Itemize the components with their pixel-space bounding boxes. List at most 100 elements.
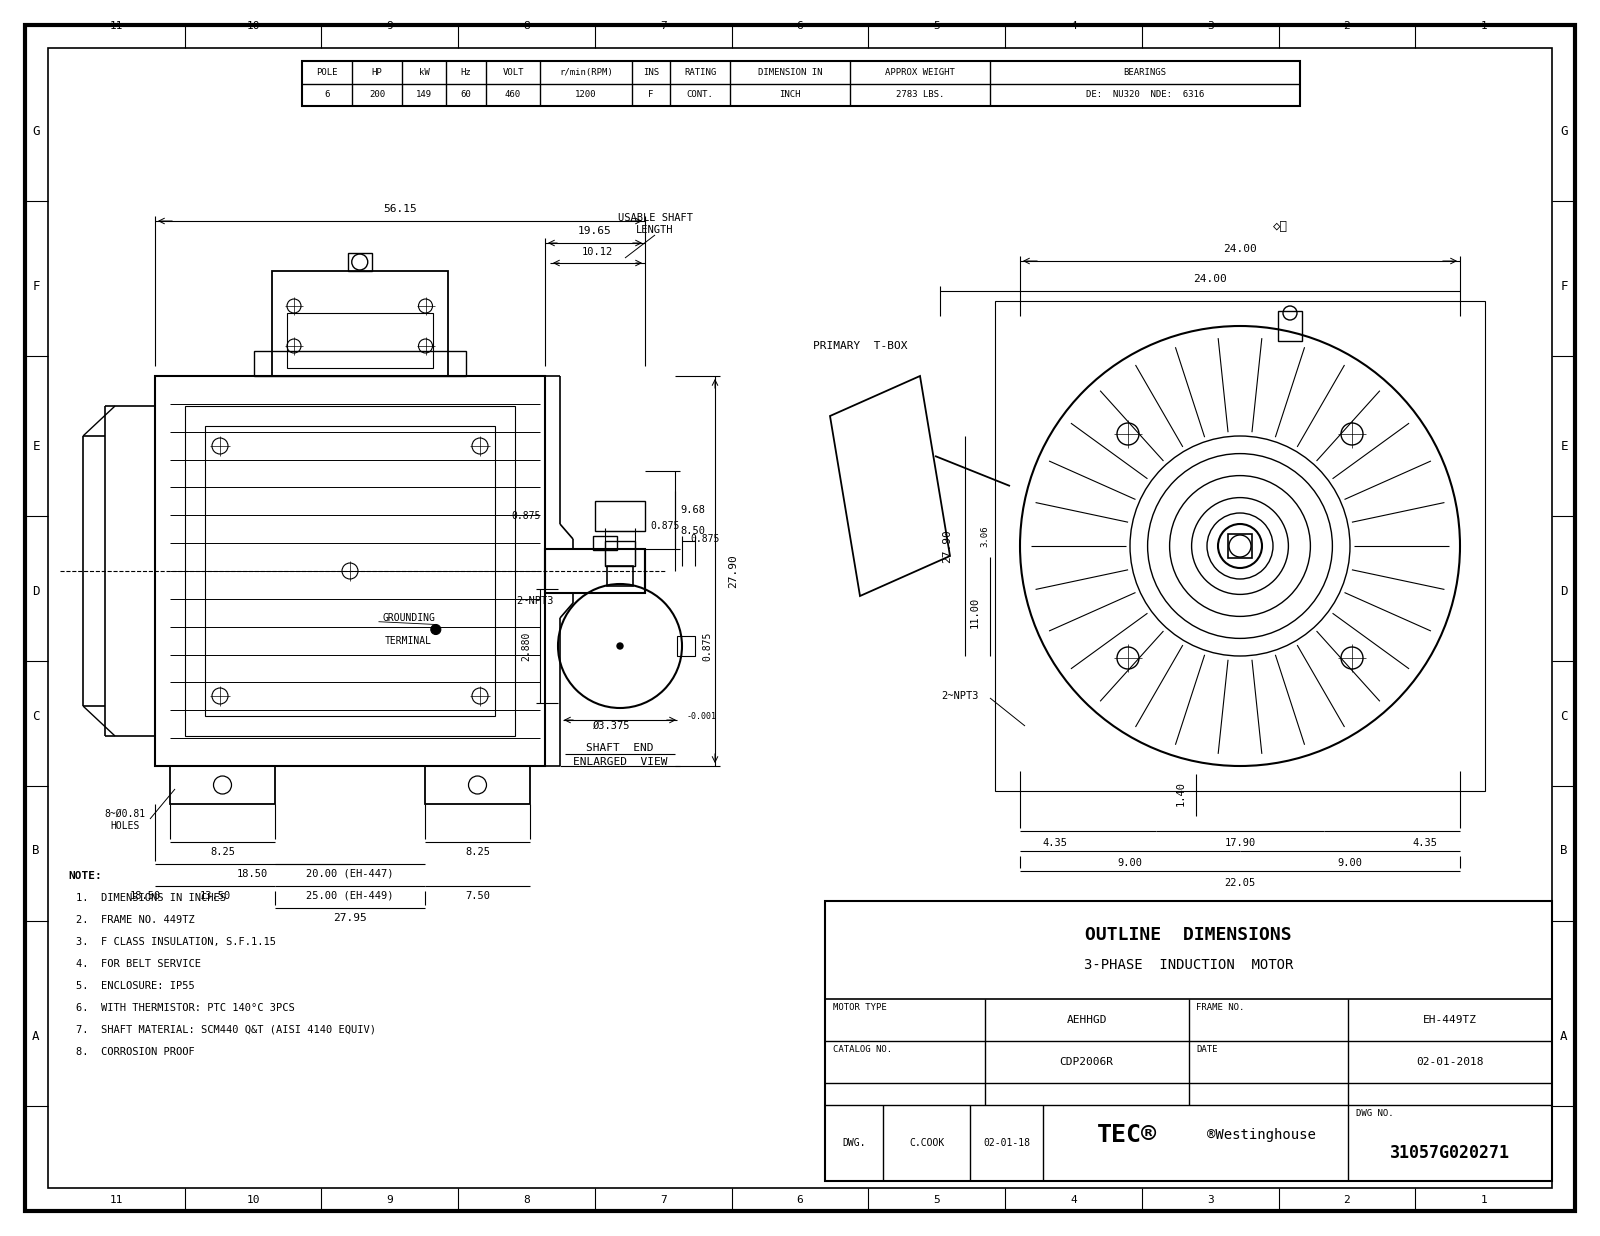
Text: r/min(RPM): r/min(RPM) — [558, 68, 613, 77]
Text: 6.  WITH THERMISTOR: PTC 140°C 3PCS: 6. WITH THERMISTOR: PTC 140°C 3PCS — [77, 1002, 294, 1014]
Text: 9.00: 9.00 — [1338, 858, 1363, 868]
Text: ENLARGED  VIEW: ENLARGED VIEW — [573, 756, 667, 768]
Text: AEHHGD: AEHHGD — [1067, 1015, 1107, 1025]
Text: 60: 60 — [461, 90, 472, 99]
Text: 0.875: 0.875 — [702, 632, 712, 661]
Bar — [347, 253, 371, 271]
Text: 9: 9 — [387, 1195, 394, 1205]
Text: A: A — [1560, 1030, 1568, 1042]
Text: 27.90: 27.90 — [942, 529, 952, 562]
Text: 6: 6 — [797, 1195, 803, 1205]
Circle shape — [430, 624, 442, 634]
Bar — [186, 405, 515, 735]
Text: kW: kW — [419, 68, 429, 77]
Text: RATING: RATING — [683, 68, 717, 77]
Bar — [426, 766, 530, 803]
Text: 2.880: 2.880 — [522, 632, 531, 661]
Bar — [1229, 534, 1251, 557]
Text: 4.  FOR BELT SERVICE: 4. FOR BELT SERVICE — [77, 959, 202, 969]
Text: E: E — [32, 440, 40, 452]
Text: 27.95: 27.95 — [333, 913, 366, 923]
Text: E: E — [1560, 440, 1568, 452]
Text: 5: 5 — [933, 21, 941, 31]
Text: Ø3.375: Ø3.375 — [594, 721, 630, 730]
Bar — [272, 271, 448, 376]
Text: G: G — [1560, 125, 1568, 137]
Text: POLE: POLE — [317, 68, 338, 77]
Bar — [205, 426, 494, 716]
Text: 7: 7 — [659, 1195, 667, 1205]
Text: G: G — [32, 125, 40, 137]
Text: 3.06: 3.06 — [981, 525, 989, 546]
Text: 8: 8 — [523, 21, 530, 31]
Text: 19.65: 19.65 — [578, 226, 611, 236]
Bar — [1278, 311, 1302, 341]
Text: CDP2006R: CDP2006R — [1059, 1057, 1114, 1067]
Text: D: D — [1560, 585, 1568, 597]
Text: 8.50: 8.50 — [680, 527, 706, 536]
Text: 1.  DIMENSIONS IN INCHES: 1. DIMENSIONS IN INCHES — [77, 892, 226, 904]
Text: CONT.: CONT. — [686, 90, 714, 99]
Text: A: A — [32, 1030, 40, 1042]
Bar — [677, 637, 694, 656]
Circle shape — [1229, 535, 1251, 557]
Text: EH-449TZ: EH-449TZ — [1424, 1015, 1477, 1025]
Text: 6: 6 — [325, 90, 330, 99]
Bar — [594, 536, 618, 550]
Text: 1200: 1200 — [576, 90, 597, 99]
Text: 18.50: 18.50 — [237, 869, 269, 879]
Text: 3.  F CLASS INSULATION, S.F.1.15: 3. F CLASS INSULATION, S.F.1.15 — [77, 937, 277, 947]
Text: 02-01-2018: 02-01-2018 — [1416, 1057, 1483, 1067]
Text: F: F — [1560, 279, 1568, 293]
Text: 5.  ENCLOSURE: IP55: 5. ENCLOSURE: IP55 — [77, 981, 195, 991]
Text: 24.00: 24.00 — [1194, 274, 1227, 284]
Text: Hz: Hz — [461, 68, 472, 77]
Text: CATALOG NO.: CATALOG NO. — [834, 1044, 893, 1054]
Text: 18.50: 18.50 — [130, 891, 160, 901]
Text: 02-01-18: 02-01-18 — [984, 1138, 1030, 1148]
Text: 7: 7 — [659, 21, 667, 31]
Text: TEC®: TEC® — [1098, 1124, 1157, 1147]
Bar — [546, 549, 645, 593]
Text: B: B — [32, 844, 40, 858]
Text: B: B — [1560, 844, 1568, 858]
Text: 8.  CORROSION PROOF: 8. CORROSION PROOF — [77, 1047, 195, 1057]
Text: 4.35: 4.35 — [1413, 838, 1437, 848]
Text: 2~NPT3: 2~NPT3 — [941, 691, 979, 701]
Text: PRIMARY  T-BOX: PRIMARY T-BOX — [813, 341, 907, 351]
Text: 20.00 (EH-447): 20.00 (EH-447) — [306, 869, 394, 879]
Text: C: C — [1560, 709, 1568, 723]
Text: USABLE SHAFT: USABLE SHAFT — [618, 213, 693, 222]
Text: 3: 3 — [1206, 21, 1213, 31]
Text: 2: 2 — [1344, 21, 1350, 31]
Text: FRAME NO.: FRAME NO. — [1197, 1002, 1245, 1012]
Text: 3: 3 — [1206, 1195, 1213, 1205]
Text: 8.25: 8.25 — [466, 847, 490, 857]
Text: 17.90: 17.90 — [1224, 838, 1256, 848]
Text: BEARINGS: BEARINGS — [1123, 68, 1166, 77]
Text: 460: 460 — [506, 90, 522, 99]
Bar — [606, 566, 634, 586]
Text: 8~Ø0.81: 8~Ø0.81 — [104, 810, 146, 819]
Text: 3-PHASE  INDUCTION  MOTOR: 3-PHASE INDUCTION MOTOR — [1083, 958, 1293, 971]
Text: 56.15: 56.15 — [382, 204, 418, 214]
Text: 13.50: 13.50 — [200, 891, 230, 901]
Text: 11: 11 — [110, 21, 123, 31]
Text: 1.40: 1.40 — [1176, 781, 1186, 807]
Text: 10.12: 10.12 — [582, 247, 613, 257]
Circle shape — [1218, 524, 1262, 569]
Text: 9.68: 9.68 — [680, 506, 706, 515]
Text: 9.00: 9.00 — [1117, 858, 1142, 868]
Bar — [170, 766, 275, 803]
Text: APPROX WEIGHT: APPROX WEIGHT — [885, 68, 955, 77]
Text: SHAFT  END: SHAFT END — [586, 743, 654, 753]
Text: NOTE:: NOTE: — [69, 871, 102, 881]
Bar — [595, 501, 645, 531]
Text: 0.875: 0.875 — [690, 534, 720, 544]
Bar — [605, 541, 635, 566]
Bar — [995, 302, 1485, 791]
Text: C: C — [32, 709, 40, 723]
Text: INCH: INCH — [779, 90, 800, 99]
Text: HP: HP — [371, 68, 382, 77]
Text: 2: 2 — [1344, 1195, 1350, 1205]
